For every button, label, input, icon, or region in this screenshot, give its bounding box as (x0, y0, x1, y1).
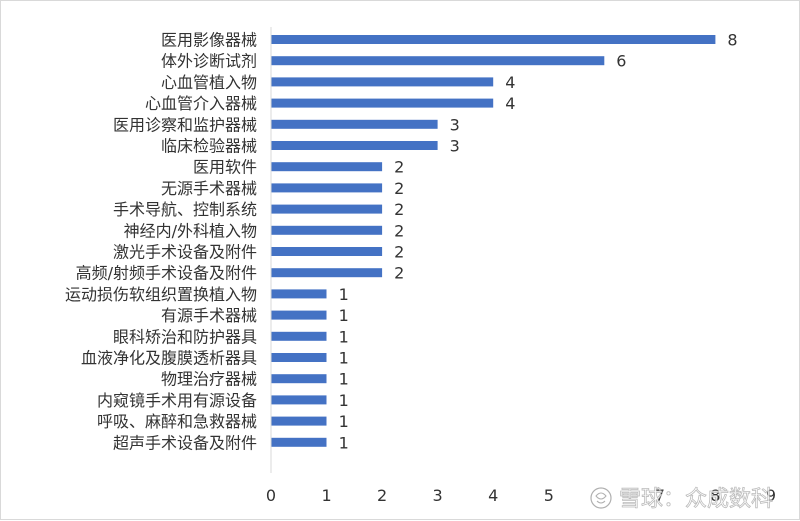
bar (271, 56, 605, 66)
bar (271, 353, 327, 362)
data-label: 3 (450, 137, 460, 156)
data-label: 8 (727, 31, 737, 50)
bar (271, 35, 716, 44)
category-label: 心血管植入物 (161, 73, 257, 92)
x-tick-label: 2 (377, 486, 387, 505)
bar (271, 98, 494, 108)
snowball-icon (590, 487, 612, 509)
x-tick-label: 3 (433, 486, 443, 505)
category-label: 高频/射频手术设备及附件 (76, 264, 257, 283)
data-label: 3 (450, 115, 460, 134)
category-label: 超声手术设备及附件 (113, 433, 257, 452)
x-tick-label: 9 (766, 486, 776, 505)
x-tick-label: 5 (544, 486, 554, 505)
data-label: 2 (394, 243, 404, 262)
bar (271, 247, 383, 256)
category-label: 临床检验器械 (161, 137, 257, 156)
category-label: 内窥镜手术用有源设备 (97, 391, 257, 410)
data-label: 4 (505, 73, 515, 92)
bar (271, 374, 327, 384)
category-label: 无源手术器械 (161, 179, 257, 198)
bar (271, 183, 383, 193)
watermark-text: 雪球：众成数科 (619, 487, 773, 512)
bar (271, 119, 438, 129)
data-label: 1 (339, 391, 349, 410)
bar (271, 395, 327, 405)
category-label: 激光手术设备及附件 (113, 243, 257, 262)
x-tick-label: 0 (266, 486, 276, 505)
watermark: 雪球：众成数科 (590, 487, 773, 512)
bar (271, 141, 438, 150)
data-label: 2 (394, 264, 404, 283)
category-label: 呼吸、麻醉和急救器械 (97, 412, 257, 431)
category-label: 运动损伤软组织置换植入物 (65, 285, 257, 304)
data-label: 6 (616, 52, 626, 71)
category-label: 眼科矫治和防护器具 (113, 327, 257, 346)
category-label: 医用诊察和监护器械 (113, 115, 257, 134)
x-tick-label: 4 (488, 486, 498, 505)
x-tick-label: 7 (655, 486, 665, 505)
data-label: 2 (394, 221, 404, 240)
data-label: 2 (394, 179, 404, 198)
data-label: 2 (394, 200, 404, 219)
category-labels: 医用影像器械体外诊断试剂心血管植入物心血管介入器械医用诊察和监护器械临床检验器械… (65, 31, 257, 453)
data-label: 1 (339, 285, 349, 304)
category-label: 医用软件 (193, 158, 257, 177)
bar (271, 204, 383, 214)
category-label: 体外诊断试剂 (161, 52, 257, 71)
category-label: 有源手术器械 (161, 306, 257, 325)
data-label: 1 (339, 412, 349, 431)
category-label: 手术导航、控制系统 (113, 200, 257, 219)
data-label: 1 (339, 306, 349, 325)
category-label: 物理治疗器械 (161, 370, 257, 389)
bar (271, 77, 494, 87)
value-labels: 8 6 4 4 3 3 2 2 2 2 2 2 1 1 1 1 1 1 1 1 (339, 31, 738, 453)
category-label: 神经内/外科植入物 (124, 221, 257, 240)
category-label: 心血管介入器械 (145, 94, 257, 113)
x-tick-label: 8 (710, 486, 720, 505)
data-label: 1 (339, 370, 349, 389)
data-label: 1 (339, 327, 349, 346)
bar (271, 310, 327, 320)
category-label: 医用影像器械 (161, 31, 257, 50)
bar (271, 437, 327, 447)
data-label: 1 (339, 433, 349, 452)
bars-layer (271, 35, 716, 447)
bar (271, 331, 327, 341)
data-label: 4 (505, 94, 515, 113)
bar (271, 162, 383, 172)
bar (271, 268, 383, 278)
category-label: 血液净化及腹膜透析器具 (81, 349, 257, 368)
bar (271, 416, 327, 426)
x-tick-label: 1 (322, 486, 332, 505)
data-label: 2 (394, 158, 404, 177)
bar (271, 289, 327, 299)
bar (271, 225, 383, 235)
data-label: 1 (339, 349, 349, 368)
